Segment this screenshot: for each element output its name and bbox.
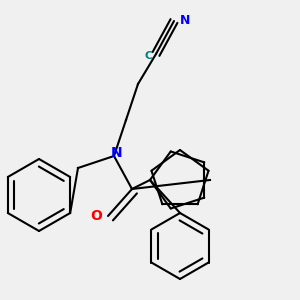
Text: C: C — [145, 50, 153, 61]
Text: N: N — [111, 146, 123, 160]
Text: N: N — [180, 14, 190, 28]
Text: O: O — [90, 209, 102, 223]
